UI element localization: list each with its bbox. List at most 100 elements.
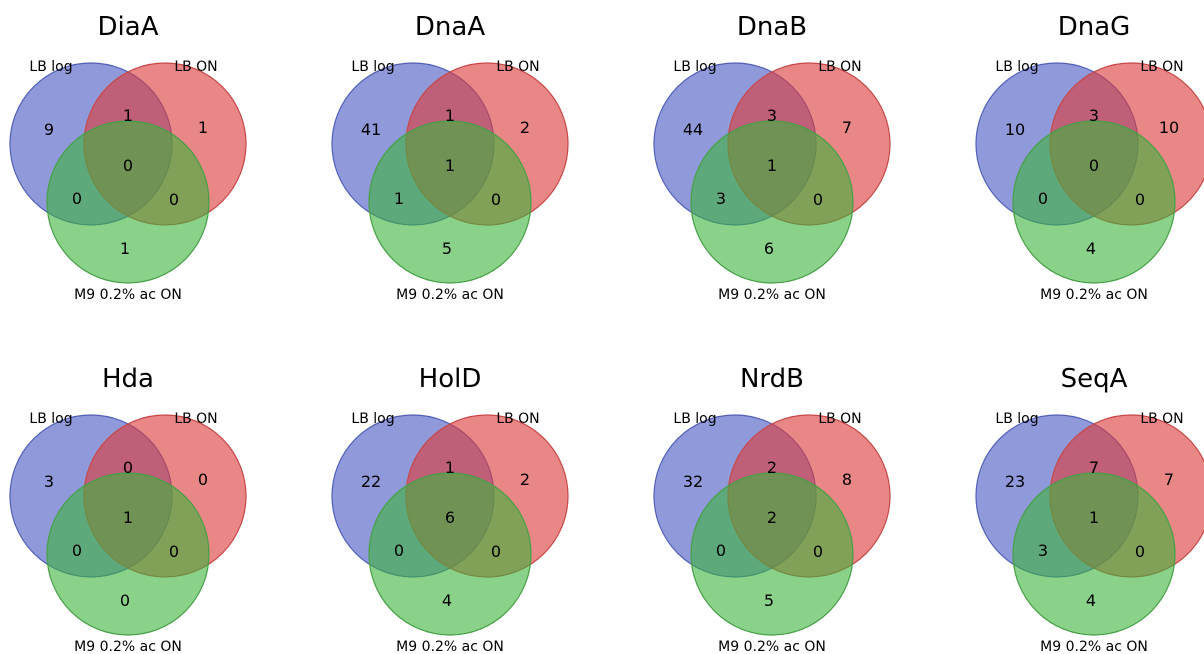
count-lb-log-lb-on: 1	[123, 106, 133, 125]
set-label-m9: M9 0.2% ac ON	[396, 287, 504, 303]
count-lb-on-only: 7	[1164, 470, 1174, 489]
set-label-m9: M9 0.2% ac ON	[1040, 639, 1148, 654]
count-lb-log-only: 22	[361, 472, 381, 491]
count-m9-only: 5	[764, 591, 774, 610]
count-lb-on-m9: 0	[813, 190, 823, 209]
set-circle-m9	[1012, 120, 1176, 284]
set-label-lb-on: LB ON	[818, 59, 861, 75]
count-all-three: 2	[767, 508, 777, 527]
set-circle-m9	[368, 472, 532, 636]
set-label-lb-log: LB log	[351, 59, 394, 75]
count-lb-on-only: 8	[842, 470, 852, 489]
count-lb-log-only: 32	[683, 472, 703, 491]
count-lb-on-m9: 0	[1135, 190, 1145, 209]
set-label-lb-log: LB log	[29, 411, 72, 427]
count-m9-only: 1	[120, 239, 130, 258]
count-all-three: 1	[123, 508, 133, 527]
set-label-m9: M9 0.2% ac ON	[74, 639, 182, 654]
count-lb-log-m9: 0	[394, 541, 404, 560]
set-label-lb-log: LB log	[995, 59, 1038, 75]
count-lb-log-lb-on: 1	[445, 458, 455, 477]
panel-title: DnaA	[415, 12, 485, 42]
count-lb-log-only: 9	[44, 120, 54, 139]
count-lb-log-m9: 3	[1038, 541, 1048, 560]
count-lb-on-m9: 0	[491, 542, 501, 561]
count-m9-only: 4	[442, 591, 452, 610]
count-lb-on-m9: 0	[1135, 542, 1145, 561]
count-all-three: 1	[1089, 508, 1099, 527]
count-lb-log-lb-on: 0	[123, 458, 133, 477]
count-lb-log-m9: 0	[1038, 189, 1048, 208]
count-lb-on-only: 1	[198, 118, 208, 137]
count-m9-only: 4	[1086, 239, 1096, 258]
count-all-three: 0	[123, 156, 133, 175]
count-lb-on-only: 2	[520, 118, 530, 137]
set-circle-m9	[1012, 472, 1176, 636]
set-label-m9: M9 0.2% ac ON	[718, 639, 826, 654]
count-lb-on-m9: 0	[813, 542, 823, 561]
count-lb-log-lb-on: 2	[767, 458, 777, 477]
count-lb-log-lb-on: 7	[1089, 458, 1099, 477]
panel-title: DnaG	[1058, 12, 1131, 42]
count-all-three: 1	[767, 156, 777, 175]
count-lb-on-only: 10	[1159, 118, 1179, 137]
venn-panel: SeqA LB log LB ON M9 0.2% ac ON 23 7 4 7 3 0 1	[975, 364, 1204, 654]
set-label-lb-log: LB log	[351, 411, 394, 427]
count-lb-log-m9: 0	[72, 541, 82, 560]
set-label-lb-on: LB ON	[174, 411, 217, 427]
set-label-lb-on: LB ON	[818, 411, 861, 427]
count-lb-log-only: 3	[44, 472, 54, 491]
set-label-m9: M9 0.2% ac ON	[718, 287, 826, 303]
count-lb-on-only: 2	[520, 470, 530, 489]
panel-title: Hda	[102, 364, 154, 394]
set-label-lb-log: LB log	[29, 59, 72, 75]
set-circle-m9	[690, 472, 854, 636]
set-label-lb-on: LB ON	[1140, 411, 1183, 427]
count-lb-log-m9: 0	[72, 189, 82, 208]
set-circle-m9	[46, 472, 210, 636]
count-lb-log-lb-on: 1	[445, 106, 455, 125]
set-circle-m9	[690, 120, 854, 284]
venn-panel: NrdB LB log LB ON M9 0.2% ac ON 32 8 5 2 0 0 2	[653, 364, 891, 654]
set-label-lb-on: LB ON	[174, 59, 217, 75]
count-lb-on-m9: 0	[169, 542, 179, 561]
count-lb-on-only: 7	[842, 118, 852, 137]
count-m9-only: 5	[442, 239, 452, 258]
panel-title: DiaA	[98, 12, 159, 42]
panel-title: NrdB	[740, 364, 804, 394]
set-label-m9: M9 0.2% ac ON	[1040, 287, 1148, 303]
set-label-lb-log: LB log	[995, 411, 1038, 427]
venn-panel: Hda LB log LB ON M9 0.2% ac ON 3 0 0 0 0 0 1	[9, 364, 247, 654]
venn-panel: DiaA LB log LB ON M9 0.2% ac ON 9 1 1 1 0 0 0	[9, 12, 247, 303]
count-m9-only: 4	[1086, 591, 1096, 610]
venn-panel: DnaG LB log LB ON M9 0.2% ac ON 10 10 4 3 0 0 0	[975, 12, 1204, 303]
set-label-lb-on: LB ON	[496, 59, 539, 75]
count-lb-log-lb-on: 3	[1089, 106, 1099, 125]
panel-title: HolD	[419, 364, 482, 394]
set-label-m9: M9 0.2% ac ON	[396, 639, 504, 654]
count-lb-log-only: 23	[1005, 472, 1025, 491]
set-circle-m9	[46, 120, 210, 284]
count-lb-log-only: 41	[361, 120, 381, 139]
panel-title: DnaB	[737, 12, 807, 42]
set-label-lb-on: LB ON	[1140, 59, 1183, 75]
count-lb-on-m9: 0	[491, 190, 501, 209]
count-lb-log-lb-on: 3	[767, 106, 777, 125]
count-all-three: 6	[445, 508, 455, 527]
count-lb-log-only: 10	[1005, 120, 1025, 139]
count-lb-log-m9: 3	[716, 189, 726, 208]
count-lb-on-only: 0	[198, 470, 208, 489]
venn-panel: DnaB LB log LB ON M9 0.2% ac ON 44 7 6 3 3 0 1	[653, 12, 891, 303]
count-lb-log-only: 44	[683, 120, 703, 139]
count-lb-log-m9: 0	[716, 541, 726, 560]
count-all-three: 0	[1089, 156, 1099, 175]
count-m9-only: 6	[764, 239, 774, 258]
set-circle-m9	[368, 120, 532, 284]
panel-title: SeqA	[1061, 364, 1128, 394]
count-all-three: 1	[445, 156, 455, 175]
set-label-lb-on: LB ON	[496, 411, 539, 427]
count-lb-on-m9: 0	[169, 190, 179, 209]
set-label-lb-log: LB log	[673, 411, 716, 427]
venn-panel: DnaA LB log LB ON M9 0.2% ac ON 41 2 5 1 1 0 1	[331, 12, 569, 303]
